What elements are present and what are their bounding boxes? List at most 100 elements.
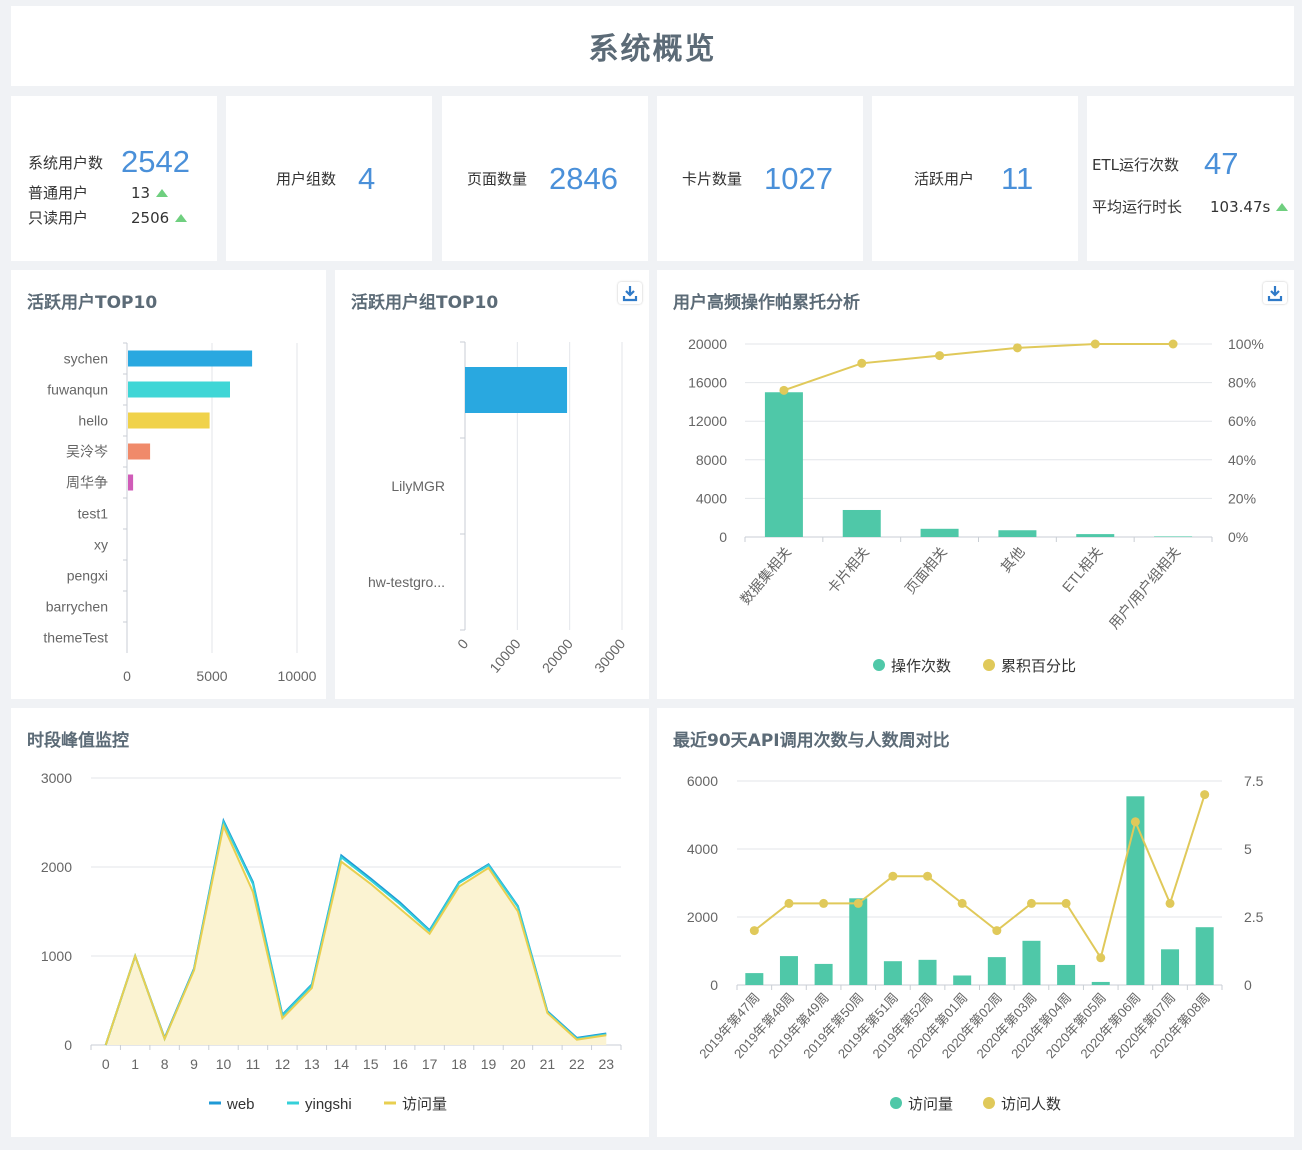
category-label: 16 — [392, 1056, 408, 1072]
legend-label: 访问量 — [402, 1096, 447, 1113]
bar — [1076, 534, 1115, 537]
y2-tick-label: 5 — [1244, 841, 1252, 857]
line-point — [1130, 817, 1140, 827]
line-point — [784, 898, 794, 908]
bar — [953, 975, 972, 985]
tick-label: 10000 — [486, 635, 523, 675]
stat-card-groups: 用户组数 4 — [226, 96, 432, 261]
line-point — [1012, 343, 1022, 353]
stat-value: 1027 — [764, 160, 833, 196]
legend-marker — [890, 1097, 902, 1109]
bar — [1154, 536, 1193, 537]
stat-label: 用户组数 — [276, 170, 337, 188]
tick-label: 20000 — [539, 635, 576, 675]
category-label: 周华争 — [66, 475, 108, 491]
y-tick-label: 12000 — [688, 413, 727, 429]
arrow-up-icon — [1276, 202, 1289, 211]
chart-title: 最近90天API调用次数与人数周对比 — [673, 731, 950, 751]
category-label: LilyMGR — [391, 478, 445, 494]
stat-label: ETL运行次数 — [1092, 155, 1179, 174]
download-icon[interactable] — [1263, 282, 1287, 304]
panel-hourly: 时段峰值监控 0 1000 2000 3000 0 1 8 9 10 11 12 13 14 15 16 17… — [11, 708, 649, 1137]
chart-title: 用户高频操作帕累托分析 — [673, 293, 860, 313]
line-point — [923, 871, 933, 881]
line-point — [1096, 953, 1106, 963]
stat-card-users: 系统用户数 2542 普通用户 13 只读用户 2506 — [11, 96, 217, 261]
tick-label: 10000 — [278, 668, 317, 684]
category-label: xy — [94, 537, 108, 553]
tick-label: 0 — [454, 635, 471, 651]
y-tick-label: 4000 — [687, 841, 718, 857]
bar — [1161, 949, 1180, 985]
category-label: 19 — [481, 1056, 497, 1072]
bar — [779, 956, 798, 985]
stat-value: 2542 — [121, 144, 190, 179]
category-label: test1 — [78, 506, 109, 522]
bar — [849, 898, 868, 985]
category-label: hw-testgro... — [368, 574, 445, 590]
legend-label: 操作次数 — [891, 658, 951, 675]
bar — [998, 530, 1037, 537]
y-tick-label: 3000 — [41, 770, 72, 786]
stat-value: 4 — [358, 160, 376, 196]
download-glyph — [622, 286, 638, 302]
line-point — [857, 358, 867, 368]
legend-label: 访问量 — [908, 1096, 953, 1113]
line-point — [1165, 898, 1175, 908]
legend-label: 累积百分比 — [1001, 658, 1076, 675]
legend-marker — [873, 659, 885, 671]
stat-value: 11 — [1001, 160, 1034, 196]
line-point — [888, 871, 898, 881]
panel-api-weekly: 最近90天API调用次数与人数周对比 0 2000 4000 6000 0 2.5 5 7.5… — [657, 708, 1294, 1137]
stat-label: 页面数量 — [467, 170, 528, 188]
category-label: 23 — [598, 1056, 614, 1072]
y2-tick-label: 2.5 — [1244, 909, 1264, 925]
stat-label: 活跃用户 — [914, 170, 975, 188]
series-line — [104, 822, 607, 1046]
bar — [987, 957, 1006, 985]
chart-pareto: 0 4000 8000 12000 16000 20000 0% 20% 40% 60% 80% 10… — [688, 336, 1264, 675]
y2-tick-label: 0% — [1228, 529, 1248, 545]
y-tick-label: 6000 — [687, 773, 718, 789]
category-label: pengxi — [67, 568, 108, 584]
stat-sub-value: 13 — [131, 183, 151, 202]
category-label: sychen — [64, 351, 108, 367]
stat-label: 卡片数量 — [682, 170, 743, 188]
panel-top-groups: 活跃用户组TOP10 0 10000 20000 30000 LilyMGR hw-tes… — [335, 270, 649, 699]
chart-top-groups: 0 10000 20000 30000 LilyMGR hw-testgro... — [368, 341, 628, 676]
category-label: 8 — [161, 1056, 169, 1072]
y2-tick-label: 100% — [1228, 336, 1264, 352]
y-tick-label: 0 — [719, 529, 727, 545]
download-icon[interactable] — [618, 282, 642, 304]
category-label: 20 — [510, 1056, 526, 1072]
category-label: 9 — [190, 1056, 198, 1072]
category-label: barrychen — [46, 599, 108, 615]
y2-tick-label: 0 — [1244, 977, 1252, 993]
line-point — [1168, 339, 1178, 349]
category-label: 1 — [131, 1056, 139, 1072]
line-point — [853, 898, 863, 908]
bar — [842, 509, 881, 537]
category-label: 数据集相关 — [737, 544, 794, 608]
chart-title: 活跃用户TOP10 — [27, 293, 158, 313]
legend-label: web — [226, 1096, 255, 1113]
line-point — [749, 926, 759, 936]
category-label: hello — [78, 413, 108, 429]
stat-label: 系统用户数 — [28, 153, 104, 172]
panel-pareto: 用户高频操作帕累托分析 0 4000 8000 12000 16000 20000 0% 20… — [657, 270, 1294, 699]
bar — [883, 961, 902, 985]
download-glyph — [1267, 286, 1283, 302]
stat-sub-label: 平均运行时长 — [1092, 198, 1183, 216]
tick-label: 5000 — [196, 668, 227, 684]
bar — [1022, 940, 1041, 985]
category-label: 15 — [363, 1056, 379, 1072]
category-label: 12 — [275, 1056, 291, 1072]
line-point — [1090, 339, 1100, 349]
category-label: fuwanqun — [47, 382, 108, 398]
bar — [128, 381, 230, 398]
bar — [128, 412, 210, 429]
chart-title: 活跃用户组TOP10 — [351, 293, 499, 313]
stat-card-active: 活跃用户 11 — [872, 96, 1078, 261]
stat-sub-value: 103.47s — [1210, 197, 1271, 216]
